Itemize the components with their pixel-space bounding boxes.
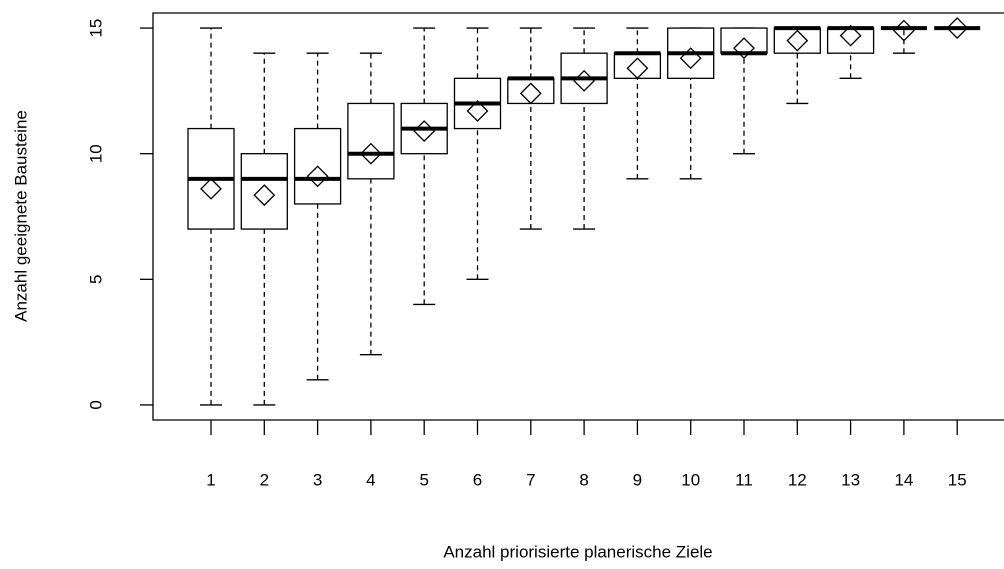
mean-marker xyxy=(466,100,489,122)
mean-marker xyxy=(733,37,755,60)
mean-marker xyxy=(892,19,915,42)
x-tick-label: 2 xyxy=(260,470,269,489)
box xyxy=(773,27,821,54)
x-tick-label: 13 xyxy=(841,470,860,489)
x-tick-label: 3 xyxy=(313,470,322,489)
x-tick-label: 15 xyxy=(948,470,967,489)
y-tick-label: 5 xyxy=(86,275,105,284)
x-tick-label: 8 xyxy=(579,470,588,489)
box xyxy=(720,27,768,54)
mean-marker xyxy=(679,47,702,70)
y-axis-label: Anzahl geeignete Bausteine xyxy=(11,110,30,322)
x-tick-label: 12 xyxy=(788,470,807,489)
box xyxy=(347,102,395,180)
y-tick-label: 0 xyxy=(86,400,105,409)
mean-marker xyxy=(413,120,436,142)
x-tick-label: 11 xyxy=(735,470,753,489)
y-tick-label: 15 xyxy=(86,19,105,38)
mean-marker xyxy=(839,24,862,47)
plot-frame xyxy=(152,12,1004,421)
mean-marker xyxy=(946,17,969,39)
box xyxy=(507,77,555,105)
x-tick-label: 1 xyxy=(206,470,215,489)
x-tick-label: 9 xyxy=(633,470,642,489)
mean-marker xyxy=(573,69,596,92)
y-tick-label: 10 xyxy=(86,144,105,163)
x-tick-label: 7 xyxy=(526,470,535,489)
x-tick-label: 6 xyxy=(473,470,482,489)
x-tick-label: 4 xyxy=(366,470,375,489)
mean-marker xyxy=(200,177,222,200)
box xyxy=(613,52,662,79)
x-tick-label: 14 xyxy=(894,470,913,489)
mean-marker xyxy=(626,57,649,80)
box xyxy=(240,153,288,230)
x-axis-label: Anzahl priorisierte planerische Ziele xyxy=(443,542,712,561)
mean-marker xyxy=(253,184,276,207)
mean-marker xyxy=(359,142,382,165)
box xyxy=(826,27,875,54)
mean-marker xyxy=(519,82,542,105)
mean-marker xyxy=(786,29,809,52)
mean-marker xyxy=(306,165,329,188)
x-tick-label: 10 xyxy=(681,470,700,489)
x-tick-label: 5 xyxy=(419,470,428,489)
